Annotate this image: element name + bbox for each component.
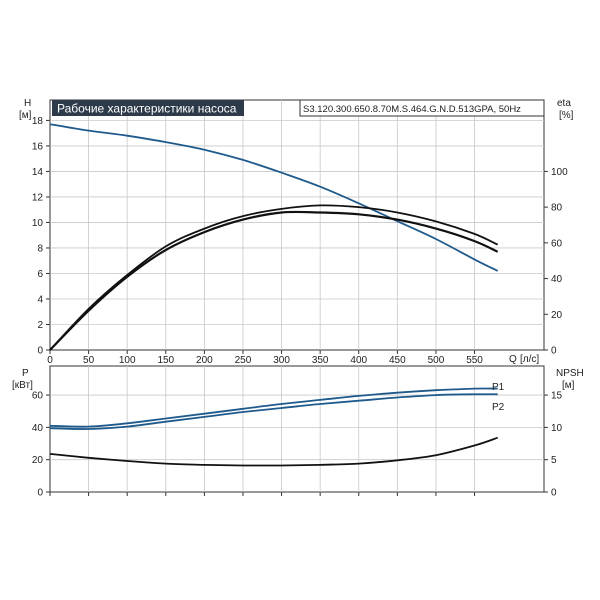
top-y-left-tick-label-0: 0 [37,346,43,357]
bottom-y-left-tick-label-3: 60 [32,391,44,402]
x-tick-label-5: 250 [235,355,252,366]
x-tick-label-0: 0 [47,355,53,366]
bottom-y-left-tick-label-0: 0 [37,488,43,499]
bottom-y-right-tick-label-1: 5 [551,455,557,466]
bottom-series-line-0 [49,387,498,428]
top-y-left-tick-label-1: 2 [37,320,43,331]
top-y-left-tick-label-4: 8 [37,243,43,254]
model-label: S3.120.300.650.8.70M.S.464.G.N.D.513GPA,… [303,104,521,115]
top-grid [50,100,544,350]
model-box [299,99,545,117]
top-series-line-2 [49,204,499,351]
y-left-top-unit: [м] [19,110,32,121]
top-y-left-tick-label-3: 6 [37,269,43,280]
x-tick-label-3: 150 [157,355,174,366]
top-y-left-tick-label-7: 14 [32,167,44,178]
x-tick-label-11: 550 [466,355,483,366]
y-right-bottom-label: NPSH [556,368,584,379]
top-y-right-tick-label-1: 20 [551,310,563,321]
y-left-top-label: H [24,98,31,109]
top-y-left-tick-label-6: 12 [32,192,44,203]
top-panel-frame [49,99,545,351]
y-right-top-label: eta [557,98,571,109]
top-series-line-1 [49,210,499,351]
bottom-y-right-tick-label-0: 0 [551,488,557,499]
top-y-left-tick-label-8: 16 [32,141,44,152]
chart-title: Рабочие характеристики насоса [57,102,237,116]
x-axis-label: Q [509,354,517,365]
x-tick-label-4: 200 [196,355,213,366]
top-series-group [49,123,499,351]
top-y-right-tick-label-4: 80 [551,203,563,214]
x-tick-label-9: 450 [389,355,406,366]
x-tick-label-2: 100 [119,355,136,366]
top-y-right-tick-label-2: 40 [551,274,563,285]
bottom-series-line-1 [49,393,498,430]
bottom-y-right-tick-label-3: 15 [551,391,563,402]
x-tick-label-10: 500 [428,355,445,366]
y-left-bottom-unit: [кВт] [12,380,33,391]
top-axis-ticks: 0 50 100 150 200 250 300 350 400 450 500 5500246810… [32,116,568,366]
top-y-right-tick-label-3: 60 [551,238,563,249]
top-y-left-tick-label-9: 18 [32,116,44,127]
top-y-left-tick-label-5: 10 [32,218,44,229]
legend-p1: P1 [492,382,505,393]
x-tick-label-8: 400 [350,355,367,366]
title-box [52,100,244,116]
bottom-series-line-2 [49,436,498,467]
bottom-series-group [49,387,498,467]
x-tick-label-7: 350 [312,355,329,366]
x-tick-label-6: 300 [273,355,290,366]
top-y-right-tick-label-0: 0 [551,346,557,357]
top-series-line-0 [49,123,499,272]
bottom-y-left-tick-label-1: 20 [32,455,44,466]
y-left-bottom-label: P [22,368,29,379]
x-axis-unit: [л/с] [520,354,539,365]
y-right-bottom-unit: [м] [562,380,575,391]
bottom-y-right-tick-label-2: 10 [551,423,563,434]
y-right-top-unit: [%] [559,110,574,121]
top-y-right-tick-label-5: 100 [551,167,568,178]
top-y-left-tick-label-2: 4 [37,294,43,305]
x-tick-label-1: 50 [83,355,95,366]
bottom-y-left-tick-label-2: 40 [32,423,44,434]
bottom-axis-ticks: 0 20 40 60 0 5 10 15 [32,391,563,499]
legend-p2: P2 [492,402,505,413]
